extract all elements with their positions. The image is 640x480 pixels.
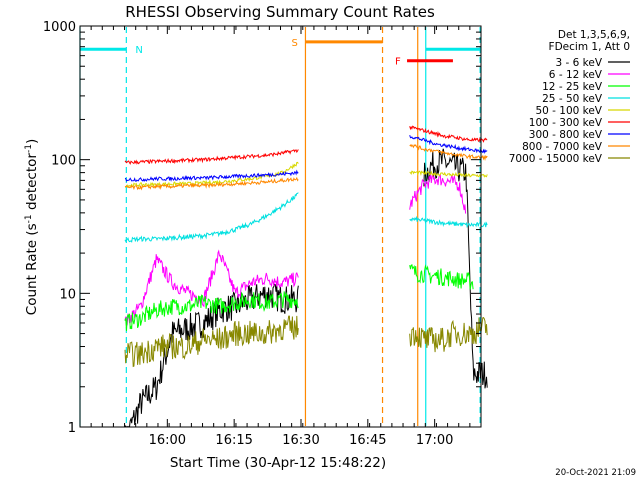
series-line bbox=[124, 315, 299, 368]
series-line bbox=[409, 215, 488, 229]
series-line bbox=[409, 143, 488, 162]
legend-entry-label: 50 - 100 keV bbox=[535, 105, 602, 117]
series-0 bbox=[124, 148, 488, 428]
y-tick-label: 1000 bbox=[43, 20, 76, 35]
series-7 bbox=[124, 143, 488, 191]
series-line bbox=[124, 169, 299, 182]
x-tick-label: 16:00 bbox=[149, 433, 186, 448]
series-8 bbox=[124, 315, 488, 368]
legend-entry-label: 12 - 25 keV bbox=[542, 81, 603, 93]
legend-entry-label: 25 - 50 keV bbox=[542, 93, 603, 105]
series-2 bbox=[124, 263, 474, 332]
legend-entry-label: 100 - 300 keV bbox=[529, 117, 603, 129]
axis-ticks: 16:00 16:15 16:30 16:45 17:00 1 10 100 1000 bbox=[43, 20, 482, 448]
series-line bbox=[409, 170, 488, 179]
series-1 bbox=[124, 173, 467, 328]
series-6 bbox=[124, 135, 488, 182]
y-tick-label: 1 bbox=[68, 421, 76, 436]
series-line bbox=[423, 148, 488, 389]
series-line bbox=[409, 173, 467, 214]
legend-entry-label: 300 - 800 keV bbox=[529, 129, 603, 141]
y-axis-label: Count Rate (s-1 detector-1) bbox=[24, 139, 40, 315]
series-line bbox=[124, 291, 299, 332]
legend: Det 1,3,5,6,9,FDecim 1, Att 0 3 - 6 keV6 … bbox=[509, 29, 630, 165]
legend-header-line: Det 1,3,5,6,9, bbox=[558, 29, 630, 41]
series-line bbox=[124, 176, 299, 191]
x-axis-label: Start Time (30-Apr-12 15:48:22) bbox=[170, 455, 386, 471]
legend-header-line: FDecim 1, Att 0 bbox=[549, 41, 630, 53]
y-axis-label-main: Count Rate (s bbox=[24, 223, 40, 315]
series-line bbox=[124, 149, 299, 165]
flare-label: F bbox=[395, 57, 401, 68]
legend-entry-label: 3 - 6 keV bbox=[555, 57, 602, 69]
y-axis-label-sup1: -1 bbox=[24, 214, 34, 223]
night-label: N bbox=[135, 45, 142, 56]
y-axis-label-end: ) bbox=[24, 139, 40, 144]
x-tick-label: 16:45 bbox=[349, 433, 386, 448]
series-3 bbox=[124, 192, 488, 243]
series-line bbox=[124, 249, 299, 328]
footer-date: 20-Oct-2021 21:09 bbox=[555, 468, 636, 478]
series-line bbox=[409, 125, 488, 143]
x-tick-label: 16:30 bbox=[282, 433, 319, 448]
x-tick-label: 16:15 bbox=[215, 433, 252, 448]
legend-entry-label: 7000 - 15000 keV bbox=[509, 153, 603, 165]
y-tick-label: 10 bbox=[59, 287, 76, 302]
series-5 bbox=[124, 125, 488, 165]
y-axis-label-sup2: -1 bbox=[24, 144, 34, 153]
legend-entry-label: 6 - 12 keV bbox=[549, 69, 603, 81]
legend-entry-label: 800 - 7000 keV bbox=[522, 141, 603, 153]
plot-frame bbox=[79, 25, 482, 428]
chart-title: RHESSI Observing Summary Count Rates bbox=[125, 3, 435, 21]
series-line bbox=[409, 135, 488, 154]
saa-label: S bbox=[291, 38, 297, 49]
series-line bbox=[124, 192, 299, 243]
plot-area: N S F bbox=[79, 27, 488, 428]
y-axis-label-mid: detector bbox=[24, 153, 40, 215]
series-line bbox=[409, 263, 474, 290]
series-line bbox=[409, 317, 488, 353]
y-tick-label: 100 bbox=[51, 154, 76, 169]
x-tick-label: 17:00 bbox=[416, 433, 453, 448]
